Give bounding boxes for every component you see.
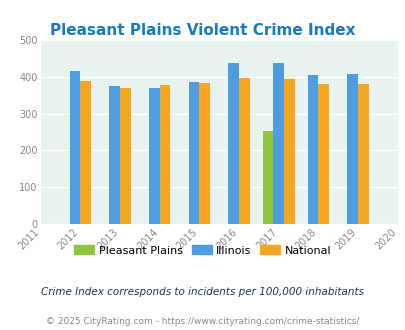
Bar (159, 85, 170, 224)
Bar (109, 86, 120, 224)
Text: Pleasant Plains Violent Crime Index: Pleasant Plains Violent Crime Index (50, 23, 355, 38)
Legend: Pleasant Plains, Illinois, National: Pleasant Plains, Illinois, National (70, 241, 335, 260)
Bar (80, 81, 91, 224)
Bar (273, 62, 283, 224)
Bar (149, 88, 159, 224)
Text: Crime Index corresponds to incidents per 100,000 inhabitants: Crime Index corresponds to incidents per… (41, 287, 364, 297)
Bar (262, 131, 273, 224)
Bar (239, 78, 249, 224)
Bar (284, 79, 294, 224)
Bar (347, 74, 357, 224)
Bar (307, 75, 318, 224)
Text: © 2025 CityRating.com - https://www.cityrating.com/crime-statistics/: © 2025 CityRating.com - https://www.city… (46, 317, 359, 326)
Bar (228, 62, 239, 224)
Bar (188, 82, 199, 224)
Bar (318, 84, 328, 224)
Bar (357, 84, 368, 224)
Bar (120, 88, 130, 224)
Bar (69, 71, 80, 224)
Bar (199, 83, 210, 224)
